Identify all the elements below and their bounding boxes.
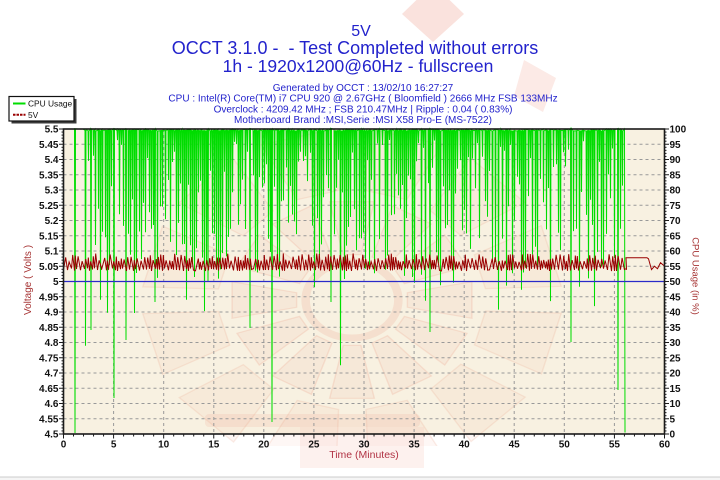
svg-text:4.85: 4.85 [39,323,59,334]
svg-text:0: 0 [670,430,676,441]
svg-text:60: 60 [659,440,671,451]
svg-text:40: 40 [459,440,471,451]
svg-text:50: 50 [559,440,571,451]
svg-text:30: 30 [358,440,370,451]
svg-text:5.2: 5.2 [45,216,59,227]
svg-text:Time (Minutes): Time (Minutes) [329,449,399,461]
svg-text:85: 85 [670,170,682,181]
svg-text:CPU Usage (in %): CPU Usage (in %) [690,237,701,315]
svg-text:OCCT 3.1.0 - - Test Completed: OCCT 3.1.0 - - Test Completed without er… [172,38,538,58]
svg-text:40: 40 [670,308,682,319]
svg-text:5.1: 5.1 [45,247,59,258]
svg-text:45: 45 [509,440,521,451]
svg-text:95: 95 [670,140,682,151]
svg-text:5: 5 [670,414,676,425]
svg-text:4.75: 4.75 [39,353,59,364]
svg-text:10: 10 [670,399,682,410]
svg-text:5.15: 5.15 [39,231,59,242]
svg-text:4.65: 4.65 [39,384,59,395]
svg-text:50: 50 [670,277,682,288]
svg-text:5: 5 [111,440,117,451]
svg-text:5V: 5V [28,110,39,120]
svg-text:CPU Usage: CPU Usage [28,99,73,109]
svg-text:5.45: 5.45 [39,140,59,151]
svg-text:20: 20 [670,369,682,380]
svg-text:4.5: 4.5 [45,430,59,441]
svg-text:5.25: 5.25 [39,201,59,212]
svg-text:70: 70 [670,216,682,227]
svg-text:4.8: 4.8 [45,338,59,349]
svg-text:5.05: 5.05 [39,262,59,273]
svg-text:5: 5 [53,277,59,288]
svg-text:15: 15 [208,440,220,451]
svg-text:15: 15 [670,384,682,395]
svg-text:5.5: 5.5 [45,125,59,136]
svg-text:80: 80 [670,186,682,197]
svg-text:5.3: 5.3 [45,186,59,197]
svg-text:1h - 1920x1200@60Hz - fullscre: 1h - 1920x1200@60Hz - fullscreen [223,56,494,76]
svg-text:55: 55 [609,440,621,451]
svg-text:35: 35 [409,440,421,451]
svg-text:0: 0 [61,440,67,451]
svg-text:55: 55 [670,262,682,273]
svg-text:100: 100 [670,125,687,136]
svg-text:10: 10 [158,440,170,451]
svg-text:65: 65 [670,231,682,242]
svg-text:25: 25 [670,353,682,364]
svg-text:45: 45 [670,292,682,303]
svg-text:4.7: 4.7 [45,369,59,380]
svg-text:5V: 5V [351,23,371,40]
svg-text:4.9: 4.9 [45,308,59,319]
svg-text:4.95: 4.95 [39,292,59,303]
svg-text:Generated by OCCT : 13/02/10 1: Generated by OCCT : 13/02/10 16:27:27 [273,83,454,94]
svg-text:35: 35 [670,323,682,334]
svg-text:4.6: 4.6 [45,399,59,410]
svg-text:Motherboard Brand :MSI,Serie :: Motherboard Brand :MSI,Serie :MSI X58 Pr… [234,115,492,126]
svg-text:60: 60 [670,247,682,258]
svg-text:CPU : Intel(R) Core(TM) i7 CPU: CPU : Intel(R) Core(TM) i7 CPU 920 @ 2.6… [168,94,557,105]
svg-text:75: 75 [670,201,682,212]
svg-text:5.4: 5.4 [45,155,59,166]
svg-text:4.55: 4.55 [39,414,59,425]
svg-text:90: 90 [670,155,682,166]
svg-text:Voltage ( Volts ): Voltage ( Volts ) [23,245,34,315]
svg-text:5.35: 5.35 [39,170,59,181]
svg-text:25: 25 [308,440,320,451]
svg-text:30: 30 [670,338,682,349]
svg-text:20: 20 [258,440,270,451]
svg-text:Overclock : 4209.42 MHz ; FSB: Overclock : 4209.42 MHz ; FSB 210.47MHz … [214,104,513,115]
